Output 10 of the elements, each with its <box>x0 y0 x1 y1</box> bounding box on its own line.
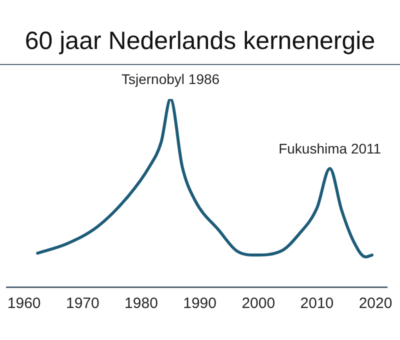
annotation: Tsjernobyl 1986 <box>121 70 220 87</box>
x-tick-label: 1990 <box>183 295 216 312</box>
x-tick-label: 1960 <box>7 295 41 312</box>
x-tick-label: 1980 <box>124 295 158 312</box>
x-tick-label: 2020 <box>358 295 392 312</box>
x-tick-label: 2010 <box>300 295 334 312</box>
chart-title: 60 jaar Nederlands kernenergie <box>24 26 376 56</box>
annotation: Fukushima 2011 <box>278 140 382 156</box>
x-tick-label: 2000 <box>242 295 276 312</box>
x-tick-label: 1970 <box>66 295 100 312</box>
